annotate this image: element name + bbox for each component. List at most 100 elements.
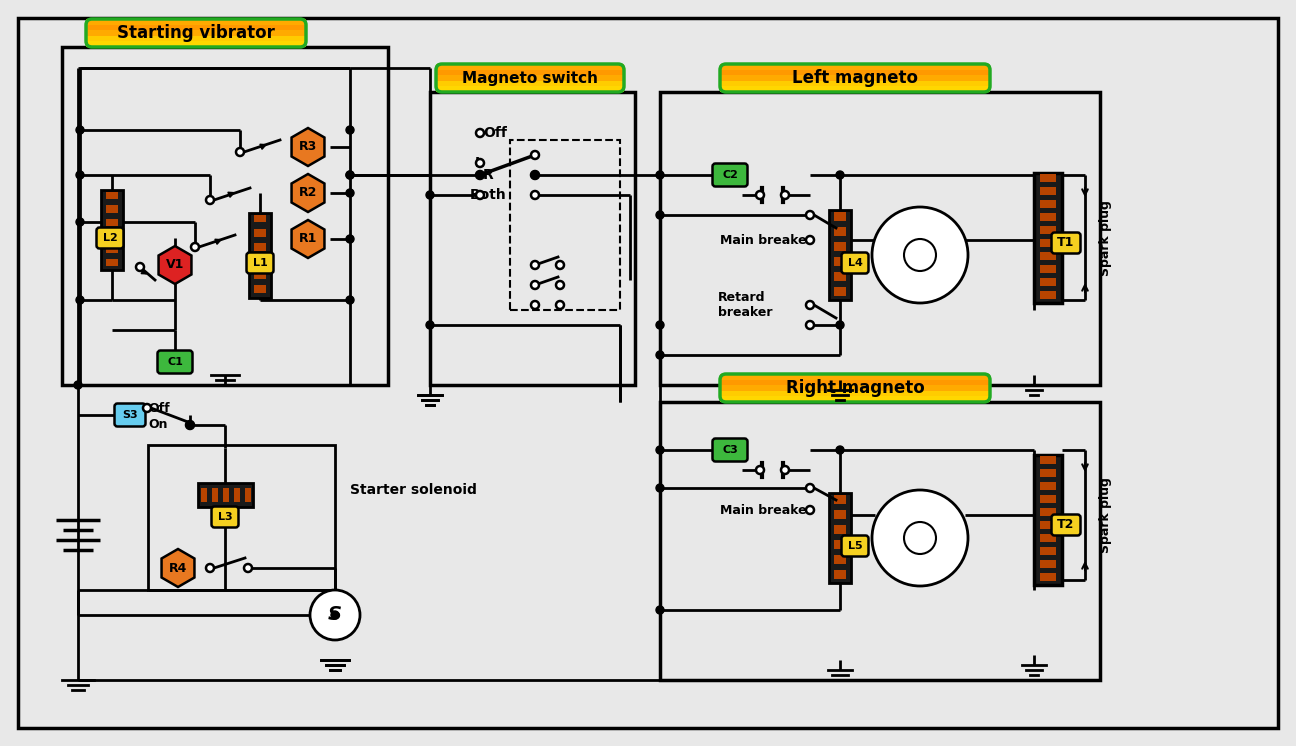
Circle shape (346, 235, 354, 243)
Bar (106, 192, 118, 199)
Bar (1041, 291, 1056, 299)
Circle shape (556, 281, 564, 289)
Circle shape (531, 191, 539, 199)
Bar (1041, 457, 1056, 464)
Text: Starter solenoid: Starter solenoid (350, 483, 477, 497)
Text: L4: L4 (848, 258, 862, 268)
Bar (721, 390, 990, 396)
Bar (829, 210, 851, 300)
Bar (1041, 495, 1056, 503)
Bar (511, 140, 619, 310)
Circle shape (531, 281, 539, 289)
Text: C1: C1 (167, 357, 183, 367)
Circle shape (872, 207, 968, 303)
Bar (833, 287, 846, 295)
Bar (233, 489, 240, 501)
Circle shape (346, 296, 354, 304)
Circle shape (836, 171, 844, 179)
Text: T2: T2 (1058, 518, 1074, 531)
FancyBboxPatch shape (1051, 233, 1081, 254)
Bar (721, 69, 990, 75)
Text: L: L (476, 156, 483, 170)
Text: On: On (148, 419, 167, 431)
Bar (1034, 455, 1061, 585)
FancyBboxPatch shape (1051, 515, 1081, 536)
Circle shape (531, 171, 539, 179)
Bar (833, 525, 846, 533)
Bar (245, 489, 251, 501)
Circle shape (346, 189, 354, 197)
Circle shape (187, 421, 194, 429)
Text: Magneto switch: Magneto switch (461, 71, 597, 86)
FancyBboxPatch shape (713, 163, 748, 186)
Circle shape (236, 148, 244, 156)
Text: Main breaker: Main breaker (721, 504, 813, 516)
Bar (435, 75, 623, 81)
Bar (829, 493, 851, 583)
Circle shape (556, 261, 564, 269)
Bar (1041, 252, 1056, 260)
Bar (254, 215, 266, 222)
Bar (254, 272, 266, 279)
Text: Spark plug: Spark plug (1099, 200, 1112, 276)
Bar (1041, 278, 1056, 286)
Text: Both: Both (470, 188, 507, 202)
Circle shape (806, 236, 814, 244)
Circle shape (76, 296, 84, 304)
Bar (833, 242, 846, 251)
Text: S3: S3 (122, 410, 137, 420)
Bar (254, 257, 266, 265)
Text: Off: Off (148, 401, 170, 415)
Bar (1041, 521, 1056, 529)
Circle shape (476, 159, 483, 167)
Circle shape (346, 171, 354, 179)
Circle shape (756, 466, 765, 474)
Text: Spark plug: Spark plug (1099, 477, 1112, 553)
Bar (86, 19, 306, 25)
Bar (721, 385, 990, 391)
Bar (106, 205, 118, 213)
Bar (86, 41, 306, 47)
Polygon shape (162, 549, 194, 587)
Bar (1041, 508, 1056, 516)
Circle shape (206, 564, 214, 572)
Bar (1041, 187, 1056, 195)
FancyBboxPatch shape (158, 351, 193, 374)
Bar (833, 510, 846, 518)
Circle shape (836, 321, 844, 329)
Bar (833, 228, 846, 236)
Circle shape (656, 351, 664, 359)
Bar (721, 86, 990, 92)
Text: R4: R4 (168, 562, 187, 574)
Polygon shape (292, 174, 324, 212)
Text: L3: L3 (218, 512, 232, 522)
Bar (86, 35, 306, 41)
Circle shape (531, 171, 539, 179)
Bar (833, 540, 846, 548)
Text: L2: L2 (102, 233, 118, 243)
Circle shape (476, 171, 483, 179)
Bar (1041, 548, 1056, 555)
Circle shape (656, 171, 664, 179)
Text: R1: R1 (299, 233, 318, 245)
Circle shape (476, 129, 483, 137)
Polygon shape (292, 128, 324, 166)
Circle shape (756, 191, 765, 199)
Bar (435, 63, 623, 69)
Circle shape (905, 522, 936, 554)
Text: Left magneto: Left magneto (792, 69, 918, 87)
Circle shape (531, 301, 539, 309)
Circle shape (806, 506, 814, 514)
Bar (1041, 534, 1056, 542)
Bar (148, 445, 334, 590)
Text: Retard
breaker: Retard breaker (718, 291, 772, 319)
Bar (721, 396, 990, 402)
Bar (1041, 483, 1056, 490)
Circle shape (310, 590, 360, 640)
Text: Right magneto: Right magneto (785, 379, 924, 397)
Text: V1: V1 (166, 259, 184, 272)
Circle shape (656, 446, 664, 454)
Bar (211, 489, 218, 501)
Circle shape (872, 490, 968, 586)
Bar (249, 213, 271, 298)
